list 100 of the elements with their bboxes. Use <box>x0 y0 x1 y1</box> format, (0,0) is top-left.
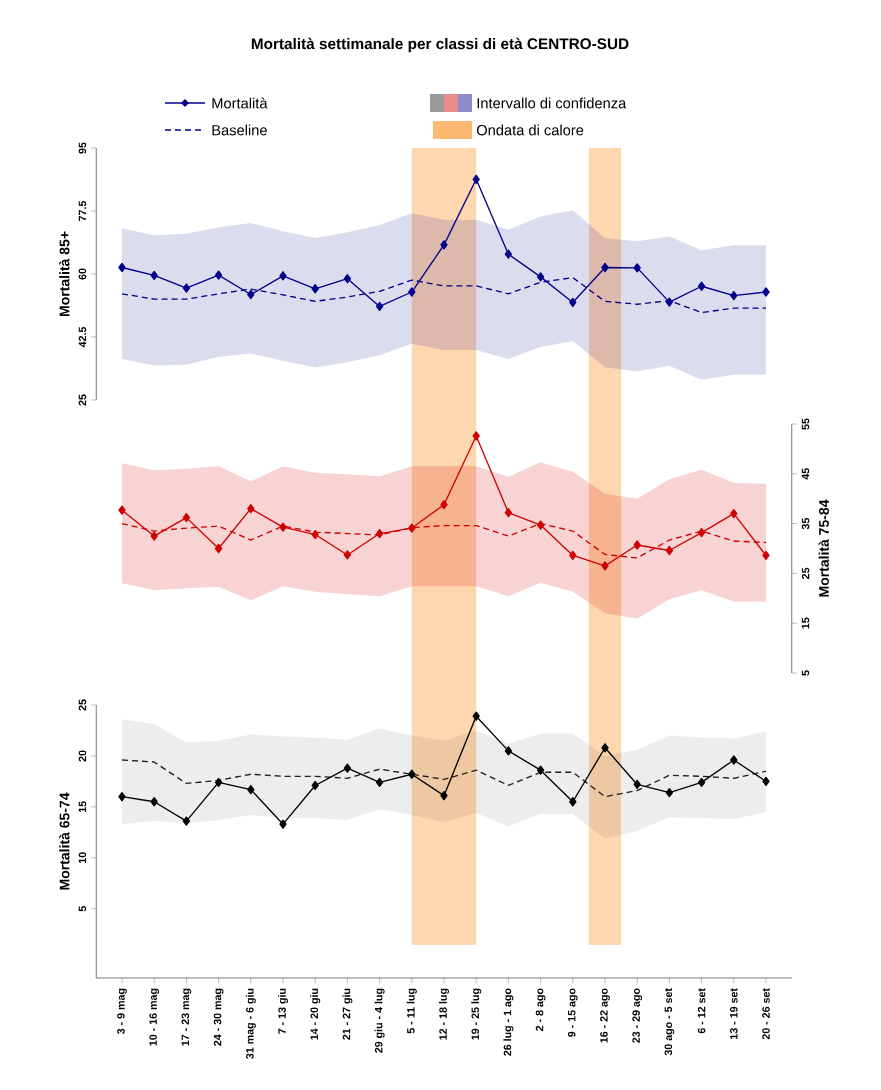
text: Intervallo di confidenza <box>477 97 627 109</box>
point <box>762 287 770 297</box>
point <box>279 271 287 281</box>
point <box>665 297 674 307</box>
legend-label: Baseline <box>212 124 267 136</box>
y-axis-title: Mortalità 75-84 <box>818 499 829 597</box>
point <box>569 797 577 807</box>
x-tick-label: 7 - 13 giu <box>278 988 288 1034</box>
point <box>762 550 770 561</box>
x-tick-label: 10 - 16 mag <box>149 988 160 1046</box>
point <box>440 500 448 510</box>
point <box>150 797 158 807</box>
x-tick-label: 31 mag - 6 giu <box>245 988 256 1059</box>
legend-label: Mortalità <box>212 97 268 109</box>
y-tick-label: 15 <box>801 617 810 629</box>
point <box>118 262 126 273</box>
x-tick-label: 26 lug - 1 ago <box>503 988 514 1056</box>
point <box>472 711 480 721</box>
point <box>343 274 352 284</box>
point <box>633 779 641 790</box>
x-tick-label: 17 - 23 mag <box>181 988 192 1046</box>
point <box>504 249 513 259</box>
point <box>762 776 770 787</box>
point <box>536 765 545 775</box>
y-axis-title: Mortalità 85+ <box>59 231 70 317</box>
y-tick-label: 45 <box>801 468 810 480</box>
x-tick-label: 9 - 15 ago <box>567 988 578 1037</box>
point <box>247 289 255 300</box>
point <box>279 522 287 532</box>
x-tick-label: 30 ago - 5 set <box>664 988 675 1056</box>
point <box>375 301 384 312</box>
point <box>536 272 545 282</box>
x-tick-label: 3 - 9 mag <box>117 988 127 1035</box>
point <box>730 290 738 301</box>
point <box>311 284 319 294</box>
x-tick-label: 14 - 20 giu <box>310 988 321 1040</box>
point <box>150 270 158 281</box>
x-tick-label: 6 - 12 set <box>697 988 706 1034</box>
x-tick-label: 13 - 19 set <box>730 988 738 1039</box>
y-tick-label: 55 <box>801 418 810 430</box>
point <box>343 763 352 773</box>
y-tick-label: 5 <box>801 670 810 676</box>
point <box>311 780 319 791</box>
x-tick-label: 5 - 11 lug <box>406 988 417 1034</box>
x-tick-label: 21 - 27 giu <box>342 988 353 1040</box>
point <box>214 270 223 280</box>
point <box>247 503 255 514</box>
point <box>601 262 609 273</box>
point <box>504 507 513 518</box>
point <box>665 545 674 556</box>
y-tick-label: 25 <box>78 699 87 711</box>
x-tick-label: 19 - 25 lug <box>471 988 482 1040</box>
y-tick-label: 25 <box>801 567 810 579</box>
point <box>697 281 706 291</box>
y-axis-title: Mortalità 65-74 <box>59 792 70 890</box>
point <box>569 550 577 561</box>
point <box>182 283 191 293</box>
point <box>118 505 126 515</box>
point <box>569 297 577 308</box>
y-tick-label: 35 <box>801 517 810 530</box>
point <box>375 777 384 788</box>
y-tick-label: 60 <box>78 268 87 280</box>
legend-label: Ondata di calore <box>476 124 584 136</box>
chart-title: Mortalità settimanale per classi di età CENTRO-SUD <box>251 37 629 53</box>
point <box>472 431 480 441</box>
point <box>408 287 416 297</box>
x-tick-label: 24 - 30 mag <box>213 988 224 1046</box>
x-tick-label: 16 - 22 ago <box>600 988 610 1043</box>
point <box>472 174 480 184</box>
point <box>633 540 641 550</box>
point <box>150 531 158 541</box>
point <box>440 790 448 801</box>
point <box>279 819 287 829</box>
point <box>633 263 641 273</box>
point <box>536 520 545 530</box>
point <box>665 787 674 798</box>
x-tick-label: 20 - 26 set <box>762 988 770 1040</box>
point <box>375 528 384 539</box>
point <box>214 543 223 554</box>
y-tick-label: 42.5 <box>78 326 87 348</box>
point <box>730 755 738 765</box>
y-tick-label: 95 <box>78 142 87 154</box>
y-tick-label: 5 <box>78 906 87 912</box>
point <box>311 529 319 540</box>
point <box>601 743 609 753</box>
point <box>408 769 416 779</box>
line-series <box>121 759 767 798</box>
point <box>697 777 706 788</box>
point <box>214 777 223 788</box>
x-tick-label: 23 - 29 ago <box>632 988 643 1043</box>
y-tick-label: 77.5 <box>78 200 87 221</box>
point <box>343 550 352 560</box>
point <box>182 512 191 523</box>
point <box>730 508 738 519</box>
y-tick-label: 15 <box>78 801 87 813</box>
point <box>440 240 448 250</box>
point <box>697 527 706 538</box>
point <box>118 792 126 802</box>
y-tick-label: 20 <box>78 750 87 762</box>
point <box>247 784 255 795</box>
